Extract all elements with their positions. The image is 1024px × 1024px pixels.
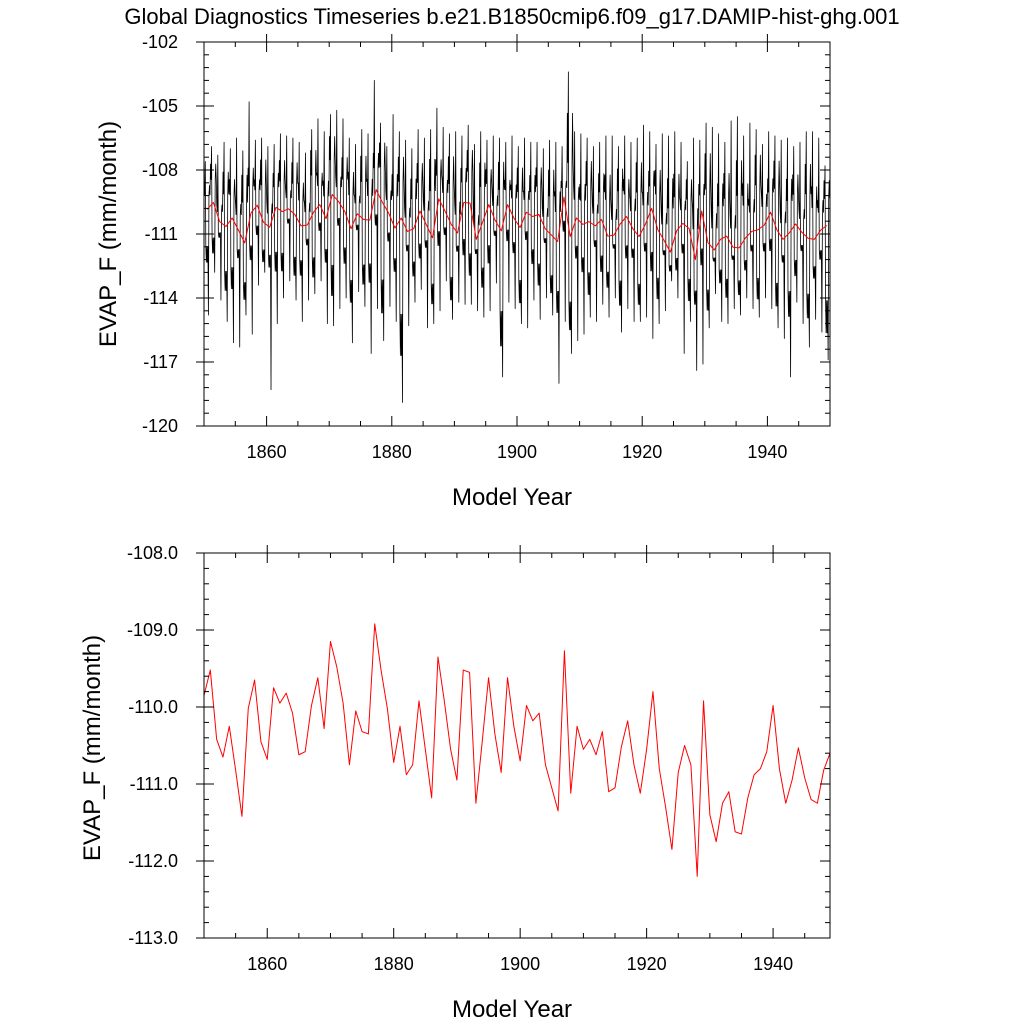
top-x-tick-label: 1900 xyxy=(497,442,537,462)
top-x-tick-label: 1940 xyxy=(747,442,787,462)
top-y-tick-label: -105 xyxy=(142,96,178,116)
top-panel: 1860 1880 1900 1920 1940 -120 -117 -114 -111 -108… xyxy=(95,32,831,511)
bottom-plot-frame xyxy=(203,552,831,939)
bottom-x-tick-label: 1920 xyxy=(627,954,667,974)
bottom-y-tick-label: -110.0 xyxy=(128,697,178,717)
top-plot-frame xyxy=(203,41,831,427)
top-x-tick-label: 1880 xyxy=(372,442,412,462)
top-y-tick-label: -117 xyxy=(143,352,178,372)
top-y-tick-label: -120 xyxy=(142,416,178,436)
top-series-line-2 xyxy=(206,189,828,261)
bottom-y-tick-label: -108.0 xyxy=(127,543,178,563)
bottom-x-tick-label: 1880 xyxy=(374,954,414,974)
top-y-tick-label: -114 xyxy=(143,288,178,308)
top-series-group xyxy=(203,71,831,403)
top-y-axis-label: EVAP_F (mm/month) xyxy=(95,121,122,347)
top-x-axis-label: Model Year xyxy=(452,484,572,511)
bottom-x-tick-label: 1860 xyxy=(247,954,287,974)
bottom-x-tick-label: 1940 xyxy=(753,954,793,974)
bottom-x-axis-label: Model Year xyxy=(452,996,572,1023)
bottom-y-tick-label: -113.0 xyxy=(128,928,178,948)
bottom-y-tick-label: -111.0 xyxy=(130,774,178,794)
bottom-series-group xyxy=(203,623,831,877)
bottom-y-axis-label: EVAP_F (mm/month) xyxy=(79,635,106,861)
top-y-tick-label: -108 xyxy=(142,160,178,180)
bottom-y-tick-label: -109.0 xyxy=(127,620,178,640)
figure-title: Global Diagnostics Timeseries b.e21.B185… xyxy=(124,4,899,29)
bottom-axes: 1860 1880 1900 1920 1940 -113.0 -112.0 -111.0 -1… xyxy=(127,543,830,974)
bottom-y-tick-label: -112.0 xyxy=(128,851,178,871)
top-x-tick-label: 1860 xyxy=(247,442,287,462)
bottom-panel: 1860 1880 1900 1920 1940 -113.0 -112.0 -111.0 -1… xyxy=(79,543,831,1023)
top-x-tick-label: 1920 xyxy=(622,442,662,462)
bottom-x-tick-label: 1900 xyxy=(500,954,540,974)
top-series-line-1 xyxy=(203,71,831,403)
top-y-tick-label: -111 xyxy=(145,224,178,244)
bottom-series-line-1 xyxy=(203,623,831,877)
top-y-tick-label: -102 xyxy=(142,32,178,52)
top-axes: 1860 1880 1900 1920 1940 -120 -117 -114 -111 -108… xyxy=(142,32,831,462)
